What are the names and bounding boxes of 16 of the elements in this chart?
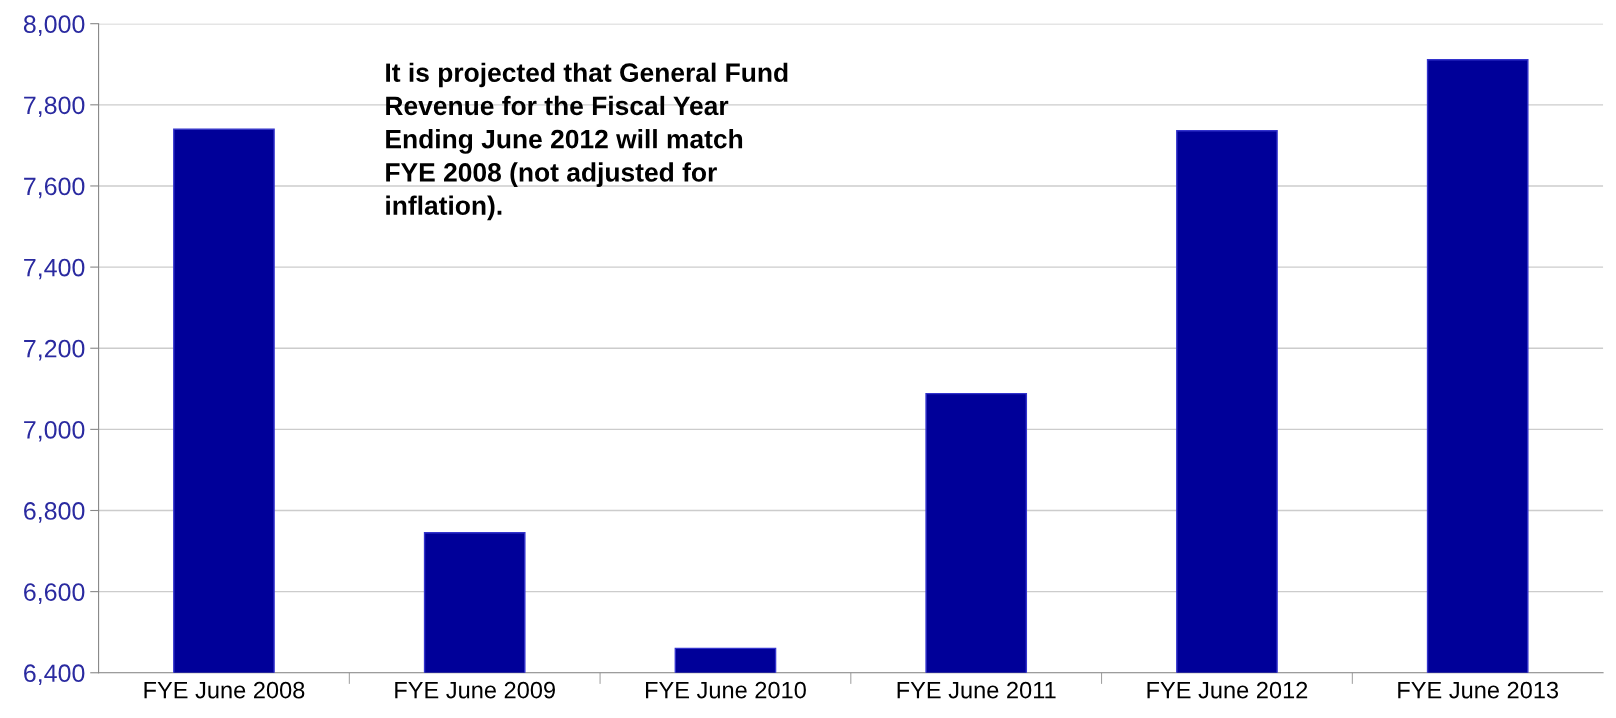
y-tick-label: 6,400 [24, 664, 85, 686]
y-tick-label: 7,000 [24, 420, 85, 442]
y-tick-label: 7,200 [24, 339, 85, 361]
y-tick-label: 7,800 [24, 96, 85, 118]
y-tick-label: 6,800 [24, 502, 85, 523]
y-tick-label: 7,400 [24, 258, 85, 280]
annotation: It is projected that General Fund Revenue for the Fiscal Year Ending June 2012 will match FYE 2008 (not adjusted for inflation). [386, 62, 788, 221]
y-tick-label: 6,600 [24, 583, 85, 604]
y-tick-label: 7,600 [24, 177, 85, 199]
x-tick-label: FYE June 2011 [897, 681, 1056, 699]
y-tick-label: 8,000 [23, 15, 85, 36]
x-tick-label: FYE June 2009 [395, 681, 555, 699]
x-tick-label: FYE June 2013 [1398, 681, 1559, 699]
x-tick-label: FYE June 2012 [1147, 681, 1308, 699]
x-tick-label: FYE June 2008 [144, 681, 305, 699]
x-tick-label: FYE June 2010 [646, 681, 806, 699]
